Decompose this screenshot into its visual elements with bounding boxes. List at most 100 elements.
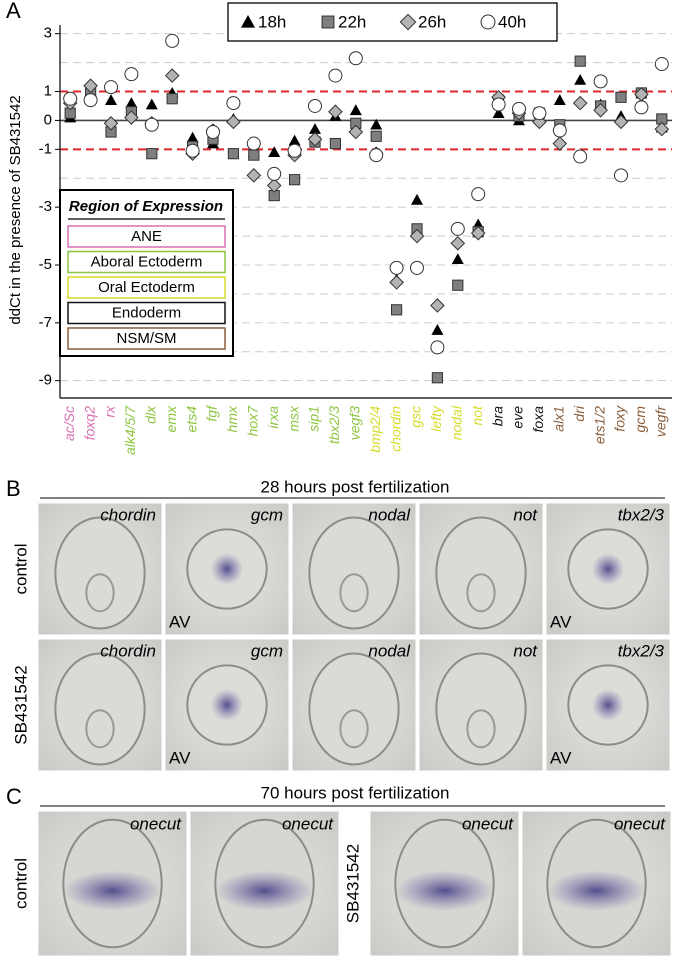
x-tick-label: hox7 — [245, 405, 261, 437]
view-label: AV — [169, 748, 191, 767]
y-tick-label: -5 — [39, 256, 52, 273]
data-point — [613, 114, 629, 130]
y-tick-label: -1 — [39, 140, 52, 157]
x-tick-label: gsc — [408, 406, 424, 428]
legend-label: 40h — [498, 12, 526, 31]
data-point — [471, 187, 486, 202]
data-point — [370, 118, 383, 130]
x-tick-label: ets4 — [183, 406, 199, 433]
row-label: control — [11, 543, 30, 594]
stain — [210, 688, 244, 722]
y-tick-label: 1 — [44, 82, 52, 99]
data-point — [268, 146, 281, 158]
stain — [547, 870, 646, 912]
data-point — [532, 106, 547, 121]
x-tick-label: bra — [489, 406, 505, 426]
marker — [399, 13, 417, 31]
panel-label: B — [6, 476, 21, 501]
data-point — [593, 74, 608, 89]
data-point — [410, 260, 424, 275]
stain — [395, 870, 494, 912]
data-point — [288, 134, 301, 146]
gene-label: chordin — [100, 505, 156, 524]
x-tick-label: fgf — [204, 404, 220, 422]
region-swatch — [67, 225, 226, 248]
data-point — [328, 104, 343, 120]
data-point — [431, 372, 443, 384]
x-tick-label: msx — [285, 405, 301, 432]
embryo — [54, 652, 146, 766]
gene-label: chordin — [100, 641, 156, 660]
data-point — [614, 168, 628, 183]
data-point — [574, 73, 587, 85]
gut — [85, 573, 115, 613]
data-point — [287, 143, 302, 158]
view-label: AV — [169, 612, 191, 631]
data-point — [329, 137, 341, 150]
data-point — [165, 33, 180, 48]
data-point — [144, 117, 159, 132]
data-point — [512, 101, 526, 116]
gut — [466, 709, 496, 749]
legend-box — [227, 2, 558, 42]
data-point — [103, 116, 119, 131]
marker — [321, 15, 335, 29]
view-label: AV — [550, 748, 572, 767]
data-point — [308, 98, 322, 113]
gut — [339, 573, 369, 613]
data-point — [83, 93, 98, 108]
data-point — [309, 123, 321, 134]
data-point — [431, 324, 444, 335]
x-tick-label: sip1 — [306, 406, 322, 432]
data-point — [430, 298, 445, 313]
data-point — [369, 148, 384, 163]
data-point — [615, 91, 627, 103]
data-point — [553, 94, 566, 105]
x-tick-label: dlx — [143, 405, 159, 424]
region-label: Aboral Ectoderm — [91, 253, 203, 270]
y-tick-label: -3 — [39, 198, 52, 215]
embryo — [308, 652, 400, 766]
legend-label: 22h — [338, 12, 366, 31]
data-point — [185, 143, 200, 158]
x-tick-label: not — [469, 405, 485, 426]
data-point — [267, 166, 282, 181]
data-point — [552, 123, 567, 138]
y-axis-label: ddCt in the presence of SB431542 — [7, 95, 24, 324]
legend-label: 18h — [258, 12, 286, 31]
gene-label: nodal — [368, 641, 411, 660]
data-point — [145, 98, 158, 110]
data-point — [552, 136, 568, 151]
data-point — [266, 178, 282, 193]
gene-label: tbx2/3 — [618, 505, 665, 524]
region-label: Oral Ectoderm — [98, 279, 195, 296]
x-tick-label: vegf3 — [347, 406, 363, 440]
data-point — [574, 55, 586, 67]
data-point — [348, 124, 364, 140]
data-point — [572, 95, 588, 111]
data-point — [289, 174, 301, 186]
region-swatch — [67, 276, 226, 299]
gene-label: onecut — [282, 814, 334, 833]
x-tick-label: lefty — [428, 405, 444, 432]
data-point — [470, 225, 486, 241]
x-tick-label: nodal — [449, 405, 465, 440]
region-swatch — [67, 250, 226, 274]
data-point — [246, 136, 261, 151]
data-point — [166, 93, 178, 105]
data-point — [246, 168, 262, 183]
x-tick-label: eve — [510, 406, 526, 429]
stain — [215, 870, 314, 912]
data-point — [307, 131, 323, 147]
data-point — [450, 235, 466, 251]
y-tick-label: -7 — [39, 314, 52, 331]
data-point — [491, 97, 506, 112]
gene-label: nodal — [368, 505, 411, 524]
panel-title: 70 hours post fertilization — [261, 783, 450, 802]
data-point — [370, 130, 382, 142]
x-tick-label: alx1 — [551, 406, 567, 432]
x-tick-label: hmx — [224, 405, 240, 432]
data-point — [146, 148, 158, 160]
gut — [339, 709, 369, 749]
